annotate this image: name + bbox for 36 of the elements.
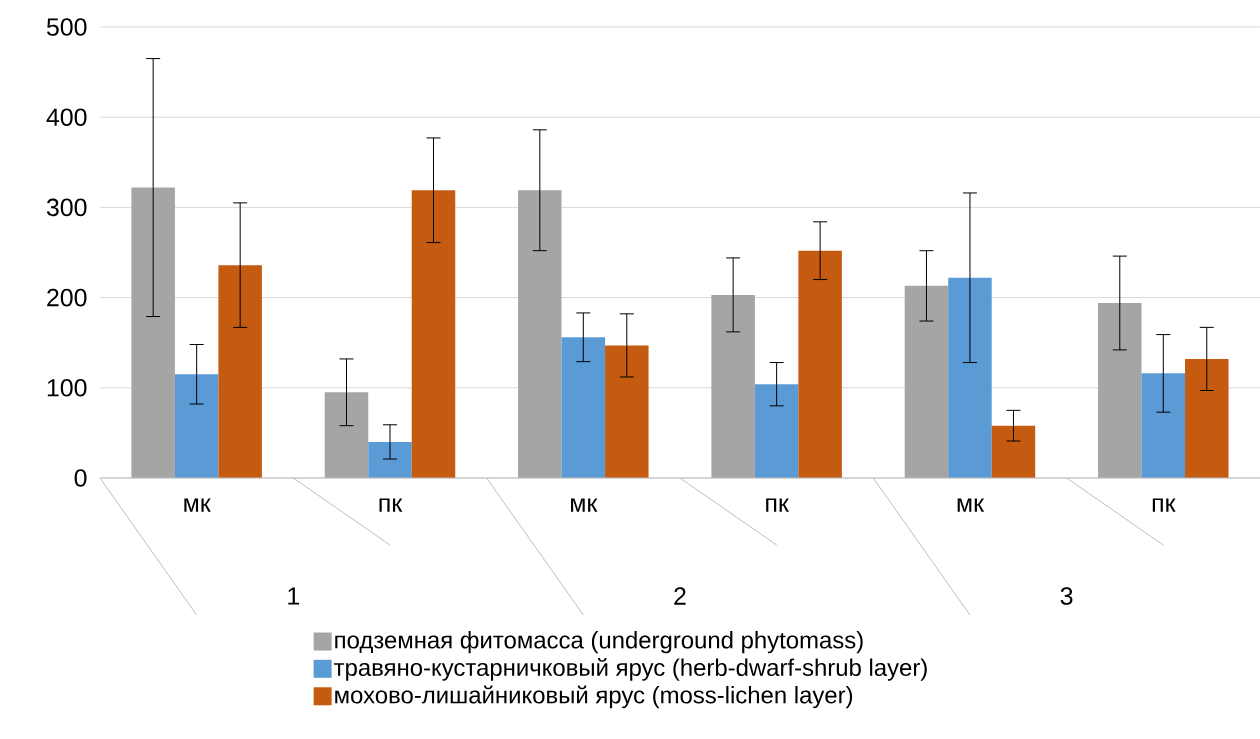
bar <box>605 345 649 478</box>
x-tick-label: пк <box>1152 498 1176 512</box>
legend-label: подземная фитомасса (underground phytomass) <box>335 631 863 654</box>
text: 3 <box>1060 587 1073 605</box>
bar <box>411 190 456 478</box>
y-tick-label: 300 <box>46 198 87 217</box>
legend-label: травяно-кустарничковый ярус (herb-dwarf-shrub layer) <box>334 658 927 681</box>
bar <box>1098 303 1142 478</box>
bar <box>948 277 992 478</box>
bar <box>368 441 412 478</box>
y-tick-label: 100 <box>47 378 87 397</box>
y-tick-label: 500 <box>46 18 87 36</box>
y-tick-label: 200 <box>47 288 87 307</box>
bar <box>131 187 175 478</box>
x-tick-label: мк <box>957 498 985 512</box>
bar <box>1141 373 1186 478</box>
bar <box>754 384 799 478</box>
bar <box>1185 358 1229 478</box>
bar <box>561 337 606 478</box>
y-tick-label: 400 <box>46 108 87 127</box>
bar <box>518 190 562 478</box>
text: 2 <box>674 587 686 605</box>
text: 1 <box>288 587 300 605</box>
x-tick-label: пк <box>766 498 789 512</box>
x-tick-label: мк <box>571 498 598 512</box>
legend-label: мохово-лишайниковый ярус (moss-lichen layer) <box>335 685 853 709</box>
bar <box>324 392 369 478</box>
x-tick-label: пк <box>379 498 403 512</box>
bar <box>174 374 219 478</box>
bar <box>798 250 842 478</box>
bar <box>904 285 949 478</box>
bar <box>711 294 755 478</box>
x-tick-label: мк <box>184 498 211 512</box>
bar <box>991 425 1036 478</box>
bar <box>218 265 262 478</box>
y-tick-label: 0 <box>74 469 87 487</box>
